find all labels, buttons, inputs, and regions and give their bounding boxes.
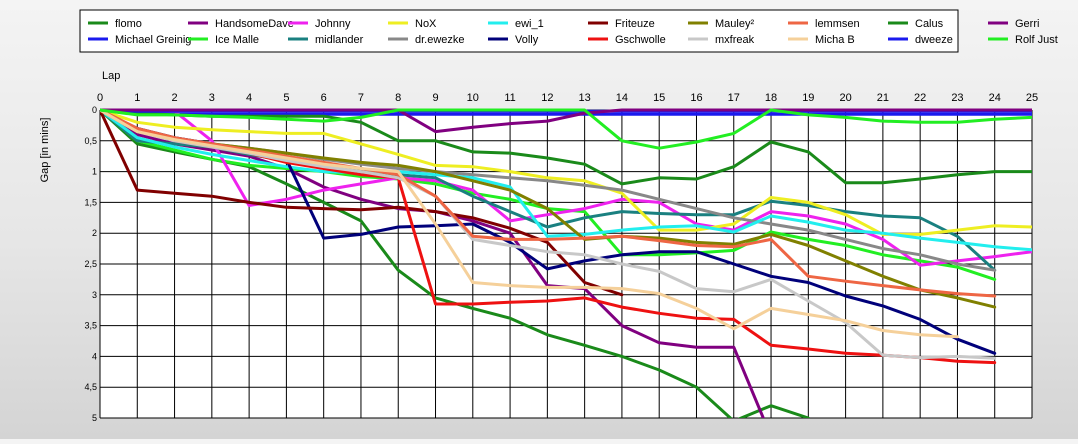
x-tick-label: 3 [209,92,215,104]
x-tick-label: 23 [951,92,963,104]
series-line-lemmsen [100,108,997,298]
legend-label-friteuze: Friteuze [615,18,655,30]
x-tick-label: 22 [914,92,926,104]
y-tick-label: 4,5 [84,382,97,392]
legend: flomo Michael Greinig HandsomeDave Ice Mall… [79,9,1058,53]
series-line-mauley- [100,108,997,309]
x-tick-label: 0 [97,92,103,104]
legend-box [79,9,959,53]
y-tick-label: 1 [92,167,97,177]
x-tick-label: 9 [432,92,438,104]
y-axis-label: Gap [in mins] [39,118,51,183]
x-tick-label: 1 [134,92,140,104]
legend-label-handsomedave: HandsomeDave [215,18,294,30]
legend-label-ewi-1: ewi_1 [515,18,544,30]
x-tick-label: 7 [358,92,364,104]
y-tick-label: 2 [92,228,97,238]
y-tick-label: 0 [92,105,97,115]
y-tick-label: 5 [92,413,97,423]
x-tick-label: 14 [616,92,628,104]
x-tick-label: 8 [395,92,401,104]
series-line-ewi-1 [100,108,1032,252]
legend-label-calus: Calus [915,18,944,30]
series-line-friteuze [100,108,624,297]
legend-label-dr-ewezke: dr.ewezke [415,34,465,46]
x-tick-label: 6 [321,92,327,104]
x-tick-label: 24 [989,92,1001,104]
x-tick-label: 4 [246,92,252,104]
y-tick-label: 3 [92,290,97,300]
x-tick-label: 2 [171,92,177,104]
legend-label-michael-greinig: Michael Greinig [115,34,191,46]
y-tick-label: 3,5 [84,321,97,331]
legend-label-rolf-just: Rolf Just [1015,34,1058,46]
x-tick-label: 12 [541,92,553,104]
series-line-gerri [100,108,1032,134]
x-axis-label: Lap [102,70,120,82]
x-tick-label: 10 [467,92,479,104]
plot-area: 0 1 2 3 4 5 6 7 8 9 10 11 12 13 14 15 16 17 18 19 20 21 22 23 24… [84,92,1038,423]
series-lines [100,108,1032,418]
y-tick-label: 0,5 [84,136,97,146]
x-tick-label: 19 [802,92,814,104]
x-tick-label: 20 [839,92,851,104]
x-tick-label: 21 [877,92,889,104]
series-line-michael-greinig [100,108,1032,116]
y-tick-label: 4 [92,351,97,361]
series-line-rolf-just [100,108,1032,150]
x-tick-label: 5 [283,92,289,104]
x-tick-label: 15 [653,92,665,104]
x-tick-label: 13 [579,92,591,104]
legend-label-volly: Volly [515,34,539,46]
y-tick-label: 1,5 [84,197,97,207]
series-line-nox [100,108,1032,236]
legend-label-lemmsen: lemmsen [815,18,860,30]
x-tick-label: 16 [690,92,702,104]
series-line-micha-b [100,108,959,339]
legend-label-micha-b: Micha B [815,34,855,46]
legend-label-mauley-: Mauley² [715,18,754,30]
legend-label-flomo: flomo [115,18,142,30]
legend-label-midlander: midlander [315,34,364,46]
legend-label-gerri: Gerri [1015,18,1039,30]
x-tick-label: 17 [728,92,740,104]
legend-label-johnny: Johnny [315,18,351,30]
legend-label-mxfreak: mxfreak [715,34,755,46]
y-tick-label: 2,5 [84,259,97,269]
legend-label-gschwolle: Gschwolle [615,34,666,46]
x-tick-label: 11 [504,92,515,104]
legend-label-dweeze: dweeze [915,34,953,46]
legend-label-nox: NoX [415,18,437,30]
x-tick-label: 25 [1026,92,1038,104]
legend-label-ice-malle: Ice Malle [215,34,259,46]
x-tick-label: 18 [765,92,777,104]
